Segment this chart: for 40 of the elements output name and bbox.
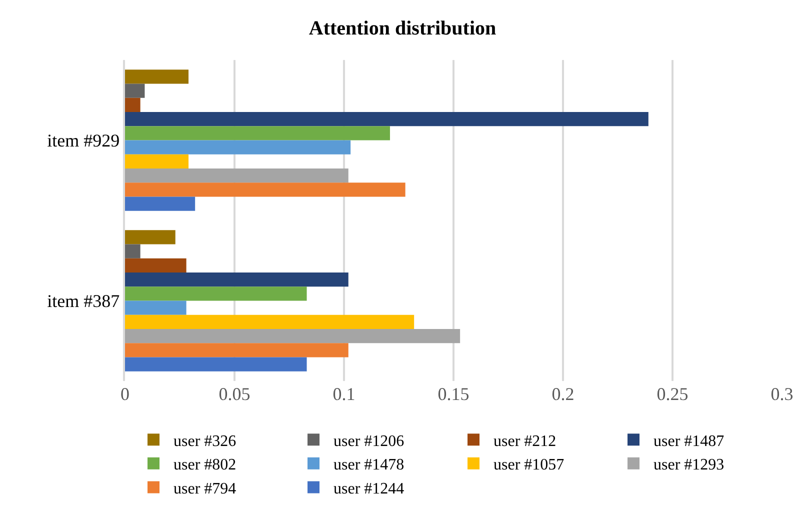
bar [125, 314, 414, 329]
y-tick-label: item #387 [47, 291, 120, 312]
x-tick-label: 0.2 [552, 384, 574, 404]
bar [125, 112, 648, 126]
legend-label: user #1057 [494, 456, 564, 474]
x-tick-label: 0 [120, 384, 130, 404]
legend-label: user #1293 [654, 456, 724, 474]
legend-label: user #802 [174, 456, 236, 474]
bar [125, 258, 186, 272]
x-tick-label: 0.15 [438, 384, 470, 404]
x-tick-label: 0.25 [656, 384, 688, 404]
legend-label: user #794 [174, 480, 236, 498]
bar [125, 272, 348, 287]
bar [125, 196, 196, 211]
legend-label: user #1244 [334, 480, 404, 498]
bar [125, 300, 186, 315]
x-tick-label: 0.3 [770, 384, 794, 404]
legend-label: user #1206 [334, 432, 404, 450]
y-tick-label: item #929 [47, 130, 120, 151]
bar [125, 126, 390, 140]
bar [125, 182, 406, 197]
legend-label: user #1478 [334, 456, 404, 474]
bar [125, 84, 145, 98]
x-tick-label: 0.1 [332, 384, 356, 404]
bar [125, 154, 189, 168]
bar [125, 98, 140, 112]
bar [125, 244, 140, 258]
chart-title: Attention distribution [308, 18, 496, 40]
bar [125, 357, 307, 372]
bar [125, 70, 189, 84]
legend-label: user #326 [174, 432, 236, 450]
bar [125, 168, 348, 183]
legend-label: user #1487 [654, 432, 724, 450]
bar [125, 140, 351, 154]
bar [125, 230, 176, 244]
bar [125, 343, 348, 358]
bar [125, 329, 460, 344]
x-tick-label: 0.05 [218, 384, 250, 404]
legend-label: user #212 [494, 432, 556, 450]
bar [125, 286, 307, 301]
